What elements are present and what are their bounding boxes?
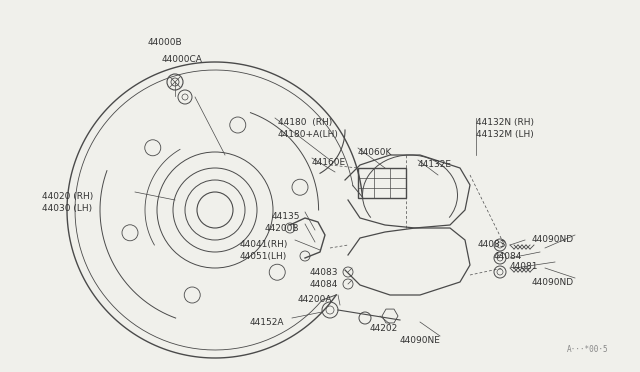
Text: 44084: 44084 [494,252,522,261]
Text: 44160E: 44160E [312,158,346,167]
Text: 44083: 44083 [478,240,506,249]
Bar [358,168,406,198]
Text: 44030 (LH): 44030 (LH) [42,204,92,213]
Text: 44200B: 44200B [265,224,300,233]
Text: 44000CA: 44000CA [162,55,203,64]
Text: 44180+A(LH): 44180+A(LH) [278,130,339,139]
Text: 44132N (RH): 44132N (RH) [476,118,534,127]
Text: A···*00·5: A···*00·5 [566,345,608,354]
Text: 44090ND: 44090ND [532,278,574,287]
Text: 44000B: 44000B [148,38,182,47]
Text: 44202: 44202 [370,324,398,333]
Text: 44152A: 44152A [250,318,285,327]
Text: 44083: 44083 [310,268,339,277]
Text: 44060K: 44060K [358,148,392,157]
Text: 44051(LH): 44051(LH) [240,252,287,261]
Text: 44200A: 44200A [298,295,333,304]
Text: 44180  (RH): 44180 (RH) [278,118,332,127]
Text: 44090NE: 44090NE [400,336,441,345]
Text: 44041(RH): 44041(RH) [240,240,289,249]
Text: 44081: 44081 [510,262,538,271]
Text: 44084: 44084 [310,280,339,289]
Text: 44132M (LH): 44132M (LH) [476,130,534,139]
Text: 44020 (RH): 44020 (RH) [42,192,93,201]
Text: 44132E: 44132E [418,160,452,169]
Text: 44090ND: 44090ND [532,235,574,244]
Text: 44135: 44135 [272,212,301,221]
